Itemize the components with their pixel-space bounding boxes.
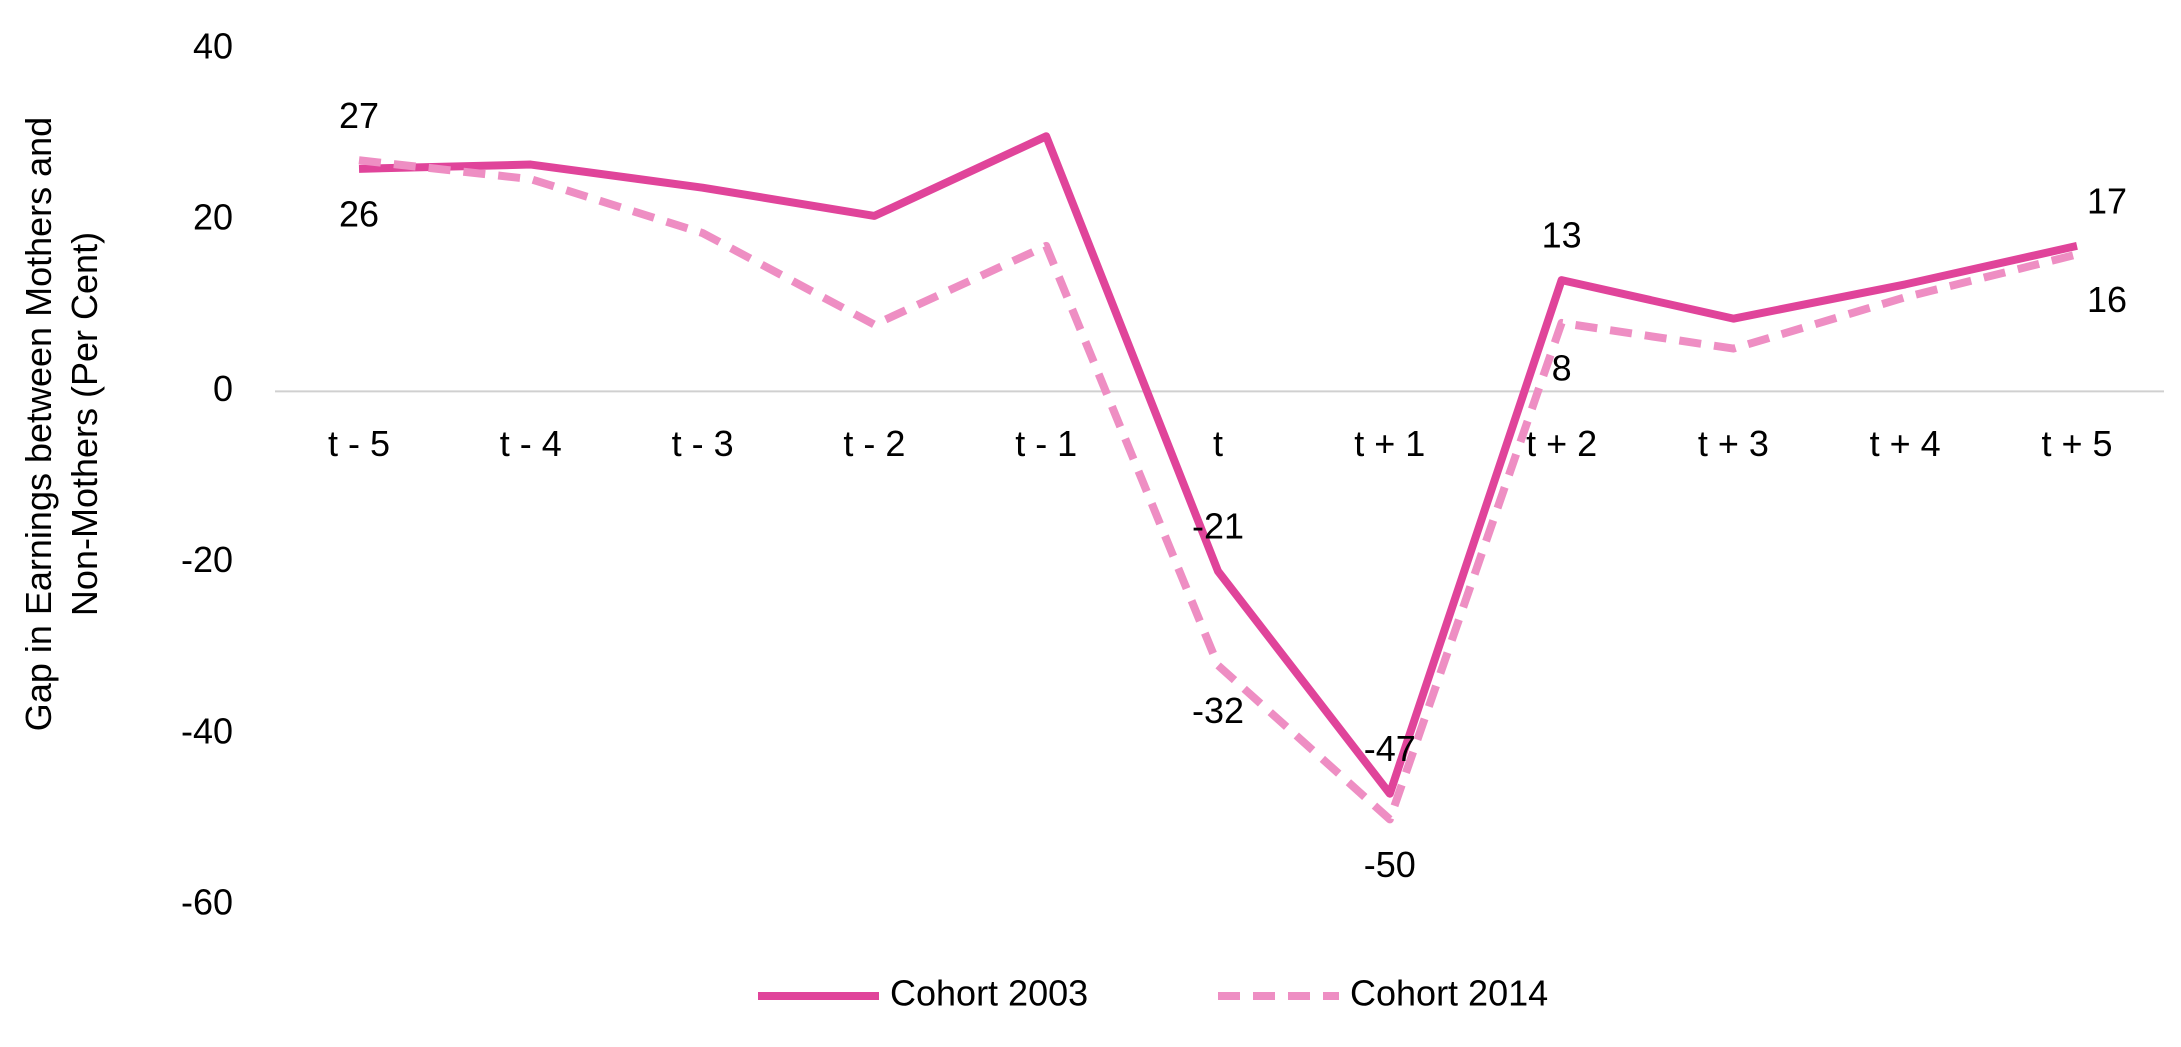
- data-label: -47: [1364, 728, 1416, 769]
- x-tick-label: t + 4: [1870, 423, 1941, 464]
- y-axis-title-line: Non-Mothers (Per Cent): [64, 232, 105, 616]
- y-axis-title-line: Gap in Earnings between Mothers and: [18, 117, 59, 731]
- x-tick-label: t - 2: [843, 423, 905, 464]
- x-tick-label: t - 5: [328, 423, 390, 464]
- x-tick-label: t - 3: [672, 423, 734, 464]
- y-tick-label: -40: [181, 710, 233, 751]
- y-tick-label: 40: [193, 26, 233, 67]
- x-tick-label: t + 2: [1526, 423, 1597, 464]
- y-tick-label: 0: [213, 368, 233, 409]
- y-axis-title: Gap in Earnings between Mothers and Non-M…: [18, 117, 105, 731]
- x-tick-label: t - 4: [500, 423, 562, 464]
- y-tick-label: -20: [181, 539, 233, 580]
- legend-label: Cohort 2014: [1350, 973, 1548, 1014]
- y-tick-label: -60: [181, 882, 233, 923]
- x-tick-label: t + 1: [1354, 423, 1425, 464]
- x-tick-label: t + 3: [1698, 423, 1769, 464]
- series-line: [358, 132, 2078, 798]
- data-label: -32: [1192, 690, 1244, 731]
- data-label: 16: [2087, 279, 2127, 320]
- data-label: -50: [1364, 844, 1416, 885]
- y-tick-label: 20: [193, 197, 233, 238]
- x-tick-label: t: [1213, 423, 1223, 464]
- data-label: 27: [339, 95, 379, 136]
- data-label: 26: [339, 193, 379, 234]
- data-label: -21: [1192, 506, 1244, 547]
- x-tick-label: t + 5: [2041, 423, 2112, 464]
- x-tick-label: t - 1: [1015, 423, 1077, 464]
- series-line: [358, 156, 2078, 824]
- data-label: 17: [2087, 180, 2127, 221]
- data-label: 8: [1552, 347, 1572, 388]
- legend-label: Cohort 2003: [890, 973, 1088, 1014]
- data-label: 13: [1542, 215, 1582, 256]
